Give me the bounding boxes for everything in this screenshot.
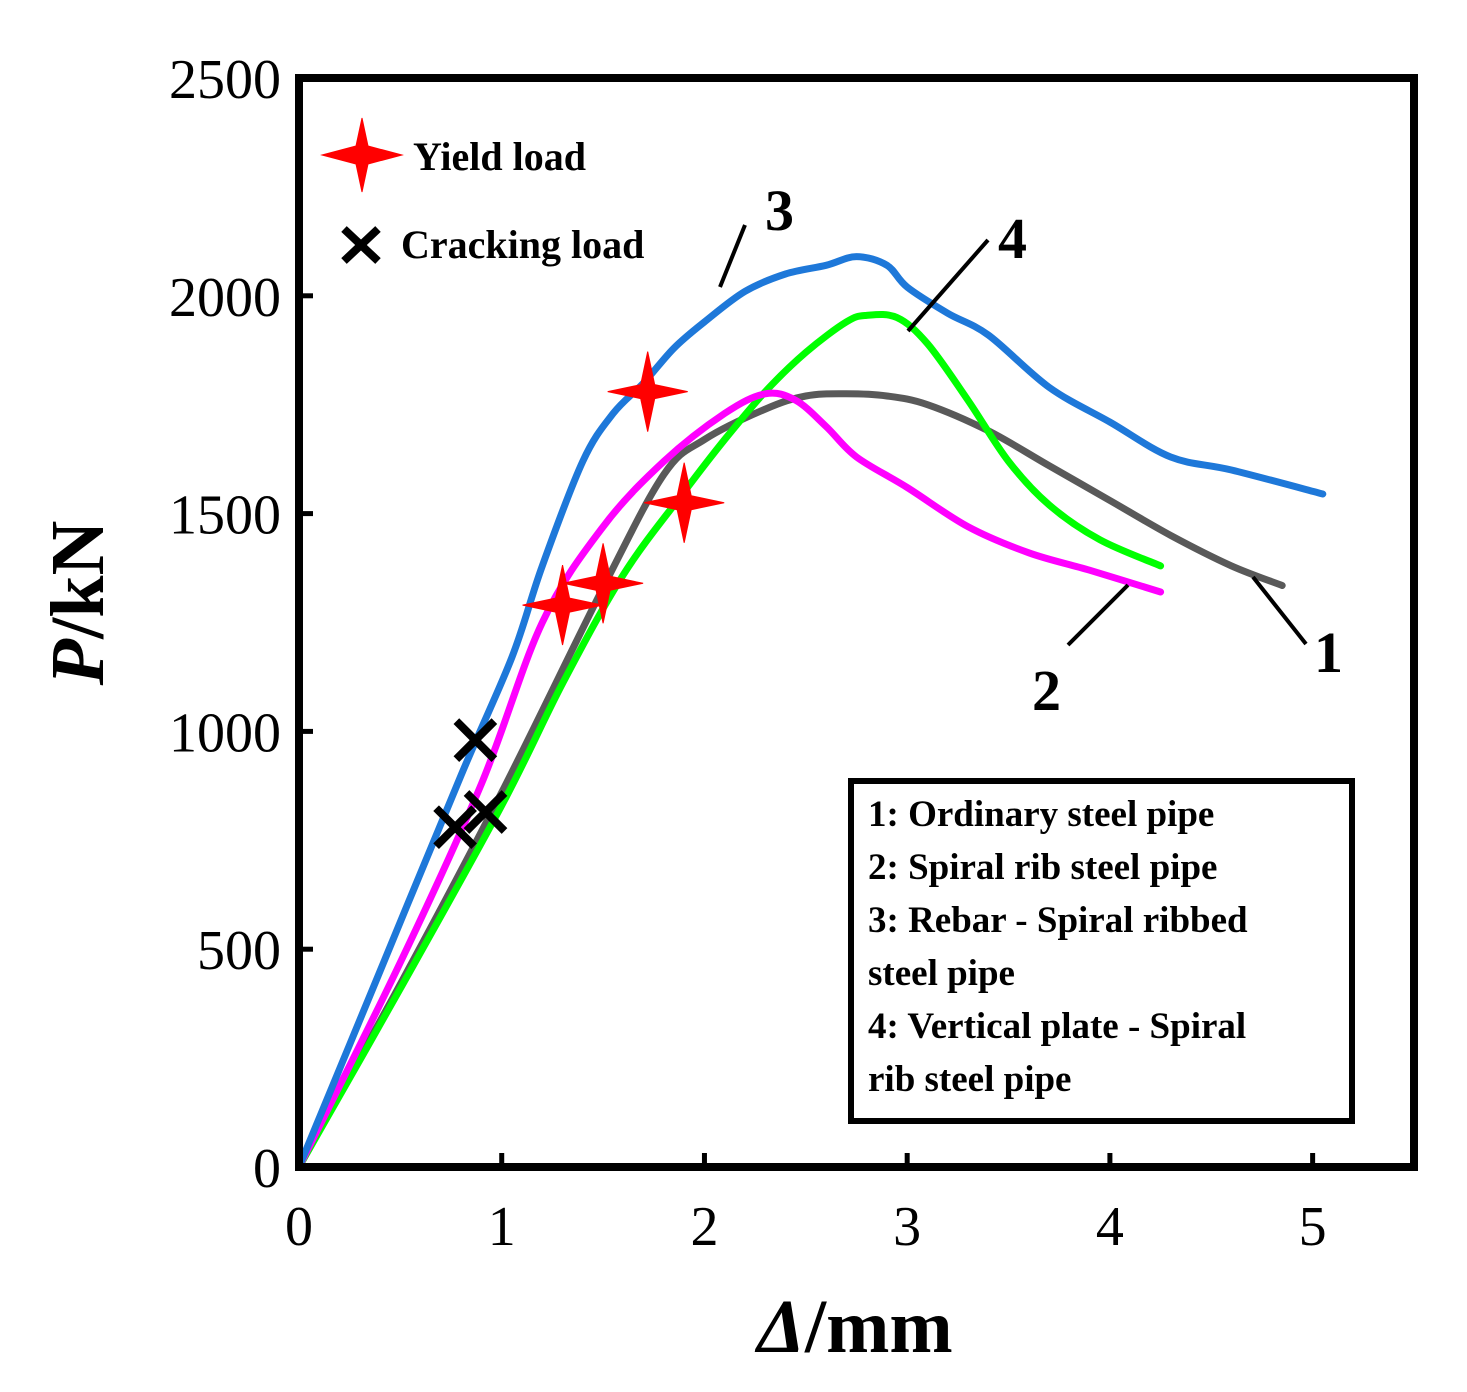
x-axis-unit: /mm: [804, 1285, 953, 1369]
description-line-5: 4: Vertical plate - Spiral: [868, 1006, 1246, 1047]
yield-legend-label: Yield load: [413, 134, 586, 179]
y-axis-symbol: P: [36, 638, 120, 686]
y-axis-title: P/kN: [36, 521, 120, 687]
x-tick-label-0: 0: [285, 1196, 313, 1258]
series-4-line: [295, 310, 1165, 1171]
y-tick-label-0: 0: [253, 1138, 281, 1200]
description-line-2: 2: Spiral rib steel pipe: [868, 847, 1217, 888]
description-line-4: steel pipe: [868, 953, 1015, 994]
cracking-point-marker-1: [453, 718, 498, 762]
description-box-frame: [848, 778, 1355, 1124]
yield-point-marker-2: [644, 462, 725, 543]
yield-point-marker-4: [522, 564, 603, 646]
leader-line-3: [718, 224, 747, 288]
description-line-3: 3: Rebar - Spiral ribbed: [868, 900, 1248, 941]
description-line-6: rib steel pipe: [868, 1059, 1071, 1100]
x-axis-title: Δ/mm: [754, 1285, 952, 1369]
yield-legend-star-icon: [320, 117, 404, 193]
y-axis-unit: /kN: [36, 521, 120, 640]
description-line-1: 1: Ordinary steel pipe: [868, 794, 1214, 835]
x-tick-label-1: 1: [488, 1196, 516, 1258]
y-tick-label-5: 2500: [169, 49, 281, 111]
plot-frame: [295, 74, 1418, 1171]
tick-layer: 0 1 2 3 4 5 0 500 1000 1500 2000 2500: [169, 49, 1327, 1258]
cracking-point-marker-2: [433, 805, 477, 850]
marker-legend: Yield load Cracking load: [320, 117, 644, 267]
series-3-line: [295, 253, 1327, 1171]
y-tick-label-3: 1500: [169, 485, 281, 547]
yield-point-marker-1: [607, 351, 688, 432]
x-tick-label-3: 3: [893, 1196, 921, 1258]
curve-label-4: 4: [998, 206, 1027, 271]
leader-line-2: [1066, 583, 1130, 647]
x-tick-label-4: 4: [1096, 1196, 1124, 1258]
x-axis-symbol: Δ: [754, 1285, 805, 1369]
curve-label-1: 1: [1314, 620, 1343, 685]
x-tick-label-2: 2: [690, 1196, 718, 1258]
leader-line-4: [906, 238, 990, 333]
curve-label-leaders: [718, 224, 1308, 647]
cracking-legend-cross-icon: [341, 226, 381, 264]
curve-label-3: 3: [765, 178, 794, 243]
yield-point-marker-3: [562, 543, 644, 624]
y-tick-label-2: 1000: [169, 702, 281, 764]
y-tick-label-1: 500: [197, 920, 281, 982]
x-tick-label-5: 5: [1299, 1196, 1327, 1258]
leader-line-1: [1251, 575, 1308, 646]
cracking-point-marker-3: [463, 790, 508, 834]
cracking-legend-label: Cracking load: [401, 222, 644, 267]
marker-layer: [433, 351, 725, 850]
curve-label-2: 2: [1032, 658, 1061, 723]
series-description-box: 1: Ordinary steel pipe 2: Spiral rib ste…: [848, 778, 1355, 1124]
y-tick-label-4: 2000: [169, 267, 281, 329]
